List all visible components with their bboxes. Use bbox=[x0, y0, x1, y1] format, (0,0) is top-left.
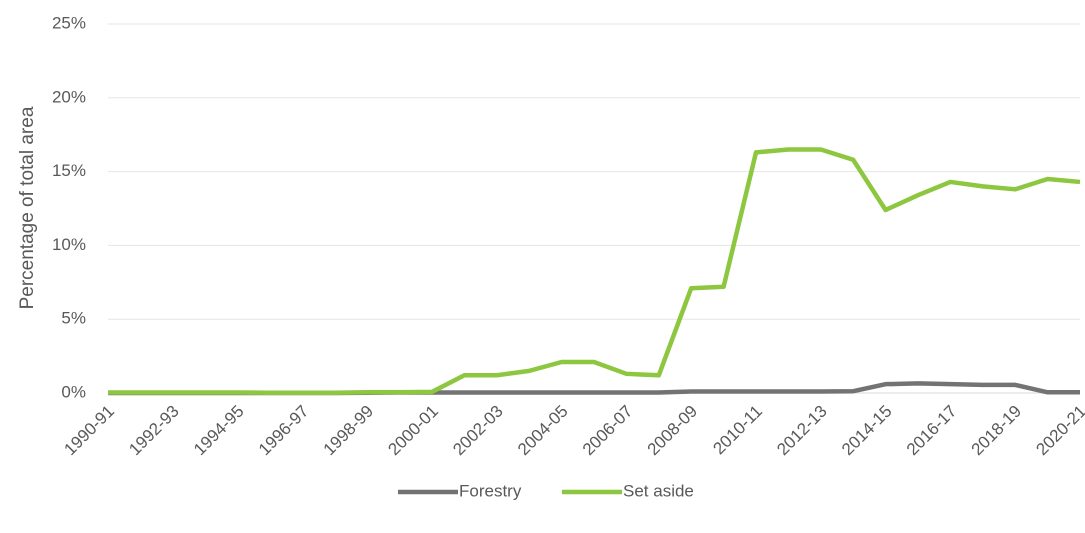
y-tick-label: 25% bbox=[52, 13, 86, 32]
legend-label: Forestry bbox=[459, 481, 522, 500]
x-tick-label: 1998-99 bbox=[320, 402, 378, 460]
x-tick-label: 2000-01 bbox=[384, 402, 442, 460]
x-tick-label: 2006-07 bbox=[579, 402, 637, 460]
x-tick-label: 2018-19 bbox=[968, 402, 1026, 460]
y-axis-label: Percentage of total area bbox=[17, 106, 38, 309]
x-tick-label: 2004-05 bbox=[514, 402, 572, 460]
x-tick-label: 2020-21 bbox=[1032, 402, 1085, 460]
x-tick-label: 2010-11 bbox=[709, 402, 766, 459]
x-tick-label: 2012-13 bbox=[773, 402, 831, 460]
y-tick-label: 20% bbox=[52, 87, 86, 106]
x-tick-label: 2008-09 bbox=[644, 402, 702, 460]
y-tick-label: 15% bbox=[52, 161, 86, 180]
x-tick-label: 1990-91 bbox=[60, 402, 118, 460]
x-tick-label: 2014-15 bbox=[838, 402, 896, 460]
x-tick-label: 1996-97 bbox=[255, 402, 313, 460]
x-tick-label: 2016-17 bbox=[903, 402, 961, 460]
x-tick-label: 1992-93 bbox=[125, 402, 183, 460]
series-line bbox=[108, 147, 1081, 395]
legend-label: Set aside bbox=[623, 481, 694, 500]
y-tick-label: 5% bbox=[61, 309, 86, 328]
y-tick-label: 0% bbox=[61, 382, 86, 401]
x-tick-label: 1994-95 bbox=[190, 402, 248, 460]
y-tick-label: 10% bbox=[52, 235, 86, 254]
x-tick-label: 2002-03 bbox=[449, 402, 507, 460]
